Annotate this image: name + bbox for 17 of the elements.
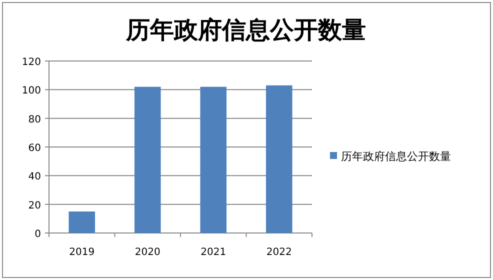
x-tick-label: 2019 xyxy=(69,247,95,258)
y-tick-label: 80 xyxy=(28,114,41,126)
bar xyxy=(68,212,96,233)
x-tick-label: 2020 xyxy=(134,247,160,258)
bar xyxy=(266,85,292,233)
y-tick-label: 0 xyxy=(34,229,41,240)
bar xyxy=(200,86,227,233)
x-tick-label: 2022 xyxy=(266,247,292,258)
y-tick-label: 20 xyxy=(28,200,41,212)
y-tick-label: 120 xyxy=(22,57,41,68)
y-tick-label: 60 xyxy=(28,143,41,154)
bar xyxy=(134,86,161,233)
legend-label: 历年政府信息公开数量 xyxy=(341,150,451,163)
x-tick-label: 2021 xyxy=(200,247,226,258)
y-tick-label: 40 xyxy=(28,172,41,183)
chart-title: 历年政府信息公开数量 xyxy=(125,17,366,44)
y-tick-label: 100 xyxy=(22,86,41,97)
